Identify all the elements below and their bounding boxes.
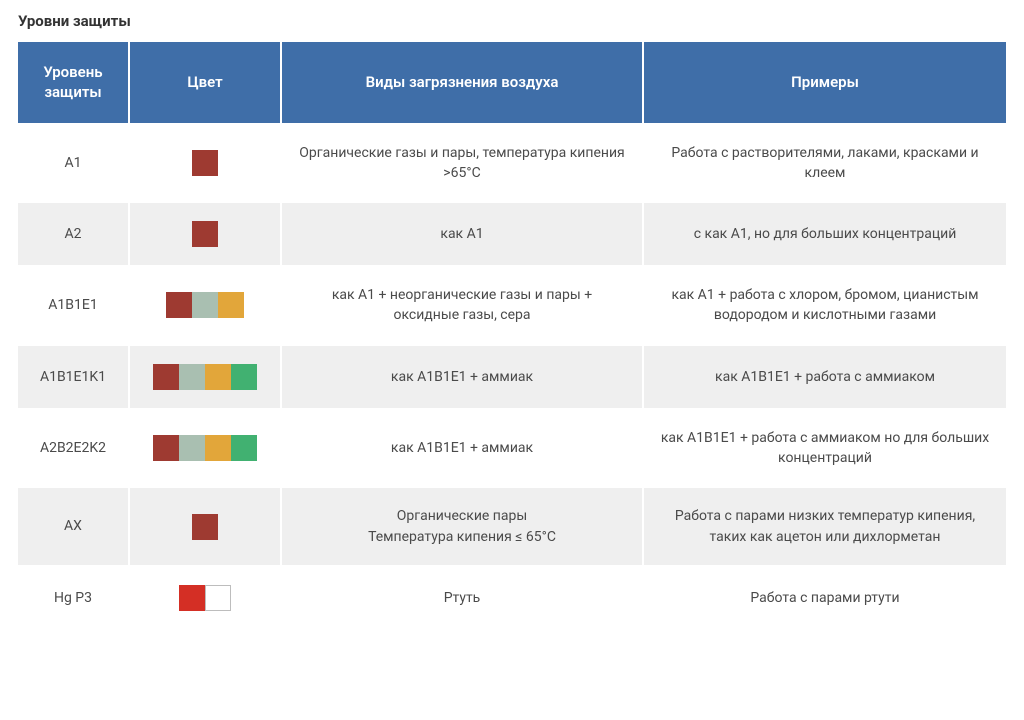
color-swatch-white_bordered xyxy=(205,585,231,611)
color-swatch-group xyxy=(192,221,218,247)
col-header-examples: Примеры xyxy=(644,42,1006,123)
col-header-pollution: Виды загрязнения воздуха xyxy=(282,42,642,123)
color-swatch-brown xyxy=(192,150,218,176)
cell-examples: как A1 + работа с хлором, бромом, цианис… xyxy=(644,267,1006,344)
table-row: AX Органические парыТемпература кипения ≤… xyxy=(18,488,1006,565)
color-swatch-brown xyxy=(153,364,179,390)
color-swatch-brown xyxy=(153,435,179,461)
cell-level: AX xyxy=(18,488,128,565)
color-swatch-brown xyxy=(192,221,218,247)
protection-levels-table: Уровень защиты Цвет Виды загрязнения воз… xyxy=(16,40,1008,631)
cell-examples: как A1B1E1 + работа с аммиаком xyxy=(644,346,1006,408)
cell-pollution: как A1B1E1 + аммиак xyxy=(282,410,642,487)
color-swatch-amber xyxy=(205,364,231,390)
color-swatch-red xyxy=(179,585,205,611)
cell-examples: с как A1, но для больших концентраций xyxy=(644,203,1006,265)
cell-pollution: как A1 xyxy=(282,203,642,265)
cell-examples: как A1B1E1 + работа с аммиаком но для бо… xyxy=(644,410,1006,487)
table-row: A1B1E1 как A1 + неорганические газы и пар… xyxy=(18,267,1006,344)
cell-pollution: как A1B1E1 + аммиак xyxy=(282,346,642,408)
cell-examples: Работа с парами ртути xyxy=(644,567,1006,629)
cell-pollution: Органические газы и пары, температура ки… xyxy=(282,125,642,202)
cell-examples: Работа с растворителями, лаками, краскам… xyxy=(644,125,1006,202)
cell-color xyxy=(130,410,280,487)
cell-level: A1B1E1 xyxy=(18,267,128,344)
col-header-color: Цвет xyxy=(130,42,280,123)
color-swatch-sage xyxy=(179,435,205,461)
cell-color xyxy=(130,267,280,344)
color-swatch-amber xyxy=(218,292,244,318)
cell-color xyxy=(130,346,280,408)
table-row: A1B1E1K1 как A1B1E1 + аммиаккак A1B1E1 + … xyxy=(18,346,1006,408)
cell-color xyxy=(130,203,280,265)
cell-color xyxy=(130,567,280,629)
table-row: A2 как A1с как A1, но для больших концент… xyxy=(18,203,1006,265)
color-swatch-brown xyxy=(166,292,192,318)
color-swatch-group xyxy=(166,292,244,318)
cell-color xyxy=(130,125,280,202)
color-swatch-group xyxy=(192,514,218,540)
color-swatch-sage xyxy=(179,364,205,390)
col-header-level: Уровень защиты xyxy=(18,42,128,123)
color-swatch-group xyxy=(179,585,231,611)
color-swatch-group xyxy=(153,435,257,461)
cell-examples: Работа с парами низких температур кипени… xyxy=(644,488,1006,565)
cell-pollution: Ртуть xyxy=(282,567,642,629)
cell-level: A1B1E1K1 xyxy=(18,346,128,408)
table-row: A2B2E2K2 как A1B1E1 + аммиаккак A1B1E1 + … xyxy=(18,410,1006,487)
table-row: A1 Органические газы и пары, температура … xyxy=(18,125,1006,202)
color-swatch-brown xyxy=(192,514,218,540)
color-swatch-green xyxy=(231,435,257,461)
color-swatch-group xyxy=(153,364,257,390)
table-header-row: Уровень защиты Цвет Виды загрязнения воз… xyxy=(18,42,1006,123)
cell-level: A2 xyxy=(18,203,128,265)
color-swatch-green xyxy=(231,364,257,390)
cell-level: A1 xyxy=(18,125,128,202)
cell-pollution: Органические парыТемпература кипения ≤ 6… xyxy=(282,488,642,565)
cell-level: A2B2E2K2 xyxy=(18,410,128,487)
cell-pollution: как A1 + неорганические газы и пары + ок… xyxy=(282,267,642,344)
color-swatch-sage xyxy=(192,292,218,318)
table-row: Hg P3 РтутьРабота с парами ртути xyxy=(18,567,1006,629)
color-swatch-amber xyxy=(205,435,231,461)
cell-color xyxy=(130,488,280,565)
page-title: Уровни защиты xyxy=(18,12,1008,30)
color-swatch-group xyxy=(192,150,218,176)
cell-level: Hg P3 xyxy=(18,567,128,629)
